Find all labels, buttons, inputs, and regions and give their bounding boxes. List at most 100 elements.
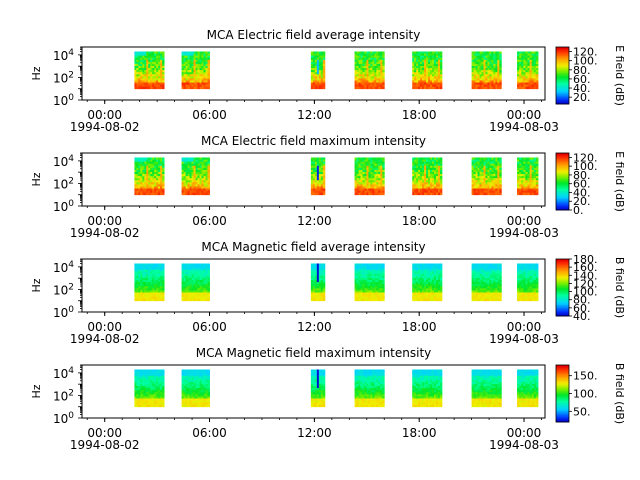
colorbar-segment xyxy=(556,181,569,184)
colorbar-segment xyxy=(556,174,569,177)
colorbar: 0.20.40.60.80.100.120. E field (dB) xyxy=(555,151,626,217)
colorbar-segment xyxy=(556,304,569,307)
colorbar-segment xyxy=(556,387,569,390)
colorbar-segment xyxy=(556,54,569,56)
colorbar-segment xyxy=(556,260,569,263)
colorbar-segment xyxy=(556,88,569,91)
date-end-label: 1994-08-03 xyxy=(489,332,559,346)
colorbar-segment xyxy=(556,74,569,76)
data-block xyxy=(181,263,210,302)
x-tick-label: 06:00 xyxy=(192,214,227,228)
x-tick-label: 18:00 xyxy=(402,214,437,228)
spectrogram xyxy=(134,369,539,408)
data-block xyxy=(310,369,326,408)
colorbar-segment xyxy=(556,79,569,82)
colorbar-segment xyxy=(556,172,569,175)
colorbar-segment xyxy=(556,160,569,162)
colorbar-segment xyxy=(556,207,569,209)
x-tick-label: 12:00 xyxy=(297,426,332,440)
colorbar-tick-label: 150. xyxy=(573,370,598,383)
colorbar-segment xyxy=(556,419,569,421)
colorbar-segment xyxy=(556,268,569,271)
colorbar-tick-label: 20. xyxy=(573,91,591,104)
data-block xyxy=(354,369,385,408)
colorbar-segment xyxy=(556,69,569,72)
colorbar-segment xyxy=(556,165,569,168)
colorbar-segment xyxy=(556,51,569,54)
colorbar-segment xyxy=(556,155,569,158)
colorbar-segment xyxy=(556,91,569,93)
panel-4: MCA Magnetic field maximum intensity Hz 10… xyxy=(30,346,626,452)
colorbar-segment xyxy=(556,413,569,416)
colorbar-segment xyxy=(556,278,569,281)
colorbar-segment xyxy=(556,273,569,276)
colorbar-segment xyxy=(556,301,569,304)
colorbar-tick-label: 140. xyxy=(573,269,598,282)
colorbar-segment xyxy=(556,76,569,79)
colorbar-segment xyxy=(556,195,569,198)
x-tick-label: 00:00 xyxy=(507,426,542,440)
colorbar-tick-label: 120. xyxy=(573,46,598,59)
y-tick-label: 100 xyxy=(53,93,74,108)
data-block xyxy=(354,263,385,302)
colorbar-segment xyxy=(556,306,569,308)
colorbar-segment xyxy=(556,98,569,101)
y-axis-label: Hz xyxy=(30,278,43,292)
colorbar-segment xyxy=(556,379,569,382)
colorbar-segment xyxy=(556,307,569,310)
colorbar-segment xyxy=(556,208,569,211)
colorbar-segment xyxy=(556,66,569,69)
colorbar-segment xyxy=(556,420,569,423)
colorbar-tick-label: 40. xyxy=(573,82,591,95)
colorbar-segment xyxy=(556,85,569,88)
colorbar-segment xyxy=(556,365,569,367)
x-tick-label: 06:00 xyxy=(192,108,227,122)
colorbar-segment xyxy=(556,101,569,103)
colorbar-segment xyxy=(556,191,569,194)
colorbar-segment xyxy=(556,48,569,51)
colorbar-segment xyxy=(556,161,569,164)
data-block xyxy=(517,263,539,302)
data-block xyxy=(134,369,165,408)
spectrogram xyxy=(134,263,539,302)
x-tick-label: 06:00 xyxy=(192,320,227,334)
x-tick-label: 18:00 xyxy=(402,108,437,122)
data-block xyxy=(517,369,539,408)
y-axis-label: Hz xyxy=(30,172,43,186)
data-block xyxy=(310,263,326,302)
panel-title: MCA Electric field average intensity xyxy=(207,28,421,42)
colorbar-segment xyxy=(556,72,569,75)
colorbar-segment xyxy=(556,194,569,197)
data-block xyxy=(471,51,502,90)
colorbar-segment xyxy=(556,399,569,402)
panel-title: MCA Electric field maximum intensity xyxy=(201,134,426,148)
data-block xyxy=(517,157,539,196)
colorbar-tick-label: 120. xyxy=(573,151,598,164)
colorbar-segment xyxy=(556,367,569,370)
colorbar-segment xyxy=(556,95,569,98)
data-block xyxy=(181,369,210,408)
colorbar-segment xyxy=(556,288,569,291)
colorbar-segment xyxy=(556,406,569,409)
x-tick-label: 00:00 xyxy=(507,108,542,122)
colorbar-segment xyxy=(556,403,569,406)
colorbar-segment xyxy=(556,274,569,277)
colorbar-label: E field (dB) xyxy=(613,151,626,212)
date-end-label: 1994-08-03 xyxy=(489,120,559,134)
y-tick-label: 100 xyxy=(53,305,74,320)
colorbar-segment xyxy=(556,259,569,261)
colorbar-segment xyxy=(556,277,569,280)
colorbar-segment xyxy=(556,59,569,62)
y-axis-label: Hz xyxy=(30,66,43,80)
x-tick-label: 12:00 xyxy=(297,320,332,334)
data-block xyxy=(412,51,443,90)
colorbar-tick-label: 100. xyxy=(573,286,598,299)
colorbar-segment xyxy=(556,185,569,188)
colorbar-segment xyxy=(556,280,569,283)
colorbar-segment xyxy=(556,263,569,266)
data-block xyxy=(412,157,443,196)
colorbar-segment xyxy=(556,392,569,394)
colorbar-segment xyxy=(556,94,569,96)
colorbar-segment xyxy=(556,270,569,273)
